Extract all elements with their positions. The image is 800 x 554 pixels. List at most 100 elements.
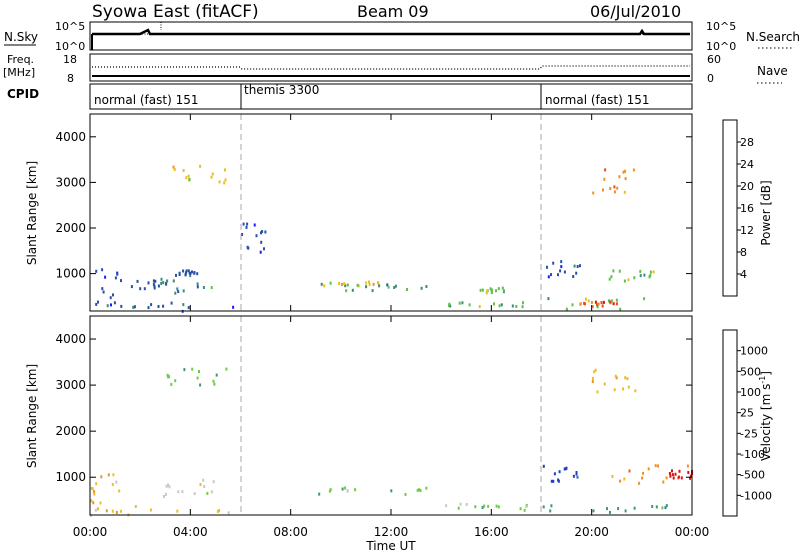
velocity-cell	[177, 490, 180, 494]
power-cell	[573, 264, 576, 268]
power-cell	[95, 302, 98, 306]
power-cell	[579, 264, 581, 268]
power-colorbar-tick-label: 16	[740, 202, 754, 215]
velocity-cell	[210, 490, 213, 494]
power-colorbar-tick-label: 4	[740, 268, 747, 281]
power-cell	[371, 289, 374, 293]
power-cell	[497, 287, 500, 291]
velocity-cell	[198, 370, 200, 373]
x-tick-label: 12:00	[374, 525, 409, 539]
velocity-cell	[94, 508, 97, 512]
velocity-data-cells	[90, 367, 694, 517]
power-cell	[173, 168, 176, 171]
velocity-cell	[634, 389, 637, 393]
power-cell	[160, 281, 163, 285]
velocity-cell	[633, 506, 636, 510]
power-cell	[177, 290, 180, 294]
power-cell	[604, 168, 607, 172]
power-cell	[162, 304, 165, 308]
freq-panel: Freq. [MHz] 18 8 60 0 Nave	[3, 53, 788, 85]
power-cell	[613, 185, 616, 189]
power-cell	[592, 191, 595, 195]
velocity-cell	[668, 472, 671, 475]
power-colorbar-label: Power [dB]	[759, 180, 773, 245]
velocity-cell	[617, 507, 620, 511]
velocity-cell	[92, 501, 95, 505]
power-cell	[114, 276, 117, 280]
velocity-cell	[664, 506, 667, 510]
power-cell	[154, 279, 157, 283]
velocity-cell	[163, 495, 165, 498]
power-cell	[188, 271, 191, 275]
power-cell	[649, 270, 652, 274]
velocity-cell	[344, 486, 347, 490]
nave-tick-top: 60	[707, 53, 721, 66]
velocity-cell	[181, 490, 184, 494]
power-colorbar-tick-label: 8	[740, 246, 747, 259]
velocity-cell	[558, 470, 561, 474]
power-colorbar: 4 8 12 16 20 24 28	[722, 119, 754, 297]
power-cell	[182, 289, 185, 293]
power-cell	[245, 225, 248, 229]
time-x-axis: 00:00 04:00 08:00 12:00 16:00 20:00 00:00	[73, 114, 709, 539]
power-cell	[185, 271, 187, 275]
power-cell	[260, 240, 263, 244]
velocity-cell	[149, 508, 152, 512]
power-cell	[152, 282, 155, 286]
power-cell	[329, 281, 332, 285]
nsky-panel: N.Sky 10^5 10^0 10^5 10^0 N.Search	[4, 20, 800, 53]
power-cell	[449, 304, 452, 308]
power-cell	[649, 273, 652, 277]
power-cell	[223, 181, 226, 185]
velocity-colorbar-tick-label: -100	[740, 448, 765, 461]
power-cell	[481, 288, 484, 292]
nsearch-tick-top: 10^5	[706, 20, 736, 33]
power-cell	[166, 279, 169, 283]
power-cell	[579, 302, 582, 306]
power-y-tick-label: 1000	[55, 267, 86, 281]
velocity-cell	[105, 509, 108, 513]
power-cell	[343, 282, 346, 286]
date-label: 06/Jul/2010	[590, 2, 681, 21]
velocity-cell	[553, 472, 556, 476]
power-cell	[264, 230, 267, 234]
velocity-cell	[418, 488, 421, 492]
power-cell	[147, 306, 150, 310]
velocity-cell	[613, 388, 616, 392]
power-cell	[174, 291, 177, 295]
velocity-cell	[592, 376, 594, 380]
velocity-cell	[603, 382, 606, 386]
power-cell	[571, 303, 574, 307]
power-cell	[560, 260, 563, 264]
power-cell	[552, 261, 555, 265]
power-cell	[612, 269, 615, 273]
power-cell	[498, 304, 501, 308]
power-cell	[110, 303, 112, 307]
velocity-colorbar-tick-label: -500	[740, 469, 765, 482]
plot-title: Syowa East (fitACF)	[92, 2, 259, 22]
velocity-cell	[225, 367, 228, 371]
velocity-cell	[642, 471, 645, 475]
velocity-cell	[196, 376, 199, 380]
velocity-cell	[218, 509, 221, 512]
freq-unit-label: [MHz]	[3, 66, 35, 79]
power-cell	[387, 285, 390, 289]
velocity-colorbar: 1000 500 100 25 -25 -100 -500 -1000	[722, 329, 772, 517]
power-cell	[246, 245, 249, 249]
velocity-cell	[542, 505, 545, 509]
power-cell	[224, 168, 226, 172]
power-cell	[394, 284, 397, 288]
power-y-axis: 1000 2000 3000 4000	[55, 130, 692, 281]
power-cell	[490, 289, 493, 293]
power-colorbar-tick-label: 20	[740, 180, 754, 193]
velocity-colorbar-tick-label: 1000	[740, 345, 768, 358]
power-cell	[175, 273, 177, 277]
power-cell	[547, 297, 550, 301]
velocity-cell	[419, 489, 422, 493]
power-cell	[576, 265, 579, 268]
power-cell	[458, 301, 461, 305]
velocity-cell	[552, 479, 555, 483]
velocity-cell	[487, 504, 490, 508]
velocity-cell	[216, 510, 219, 513]
